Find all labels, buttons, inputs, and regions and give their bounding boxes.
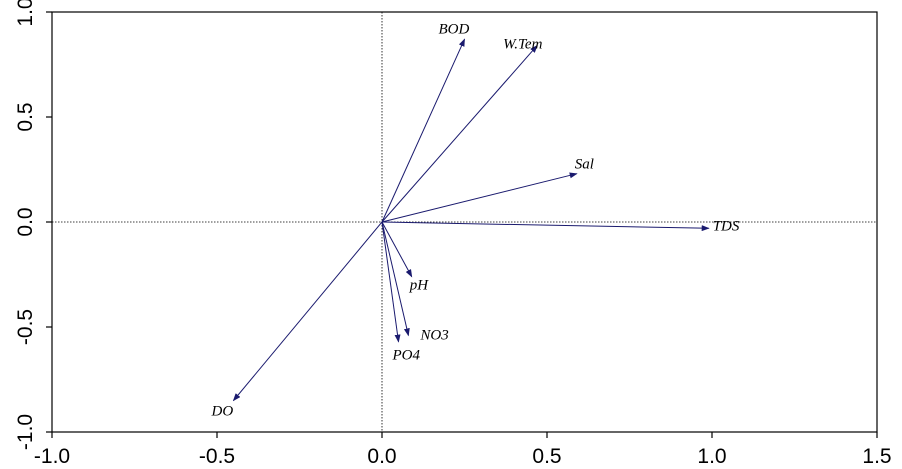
x-tick-label: 1.0 bbox=[697, 445, 726, 468]
vector-arrow-sal bbox=[381, 172, 578, 223]
x-tick-label: -1.0 bbox=[34, 445, 70, 468]
vector-label: TDS bbox=[713, 218, 740, 234]
vector-label: PO4 bbox=[392, 348, 421, 364]
x-axis: -1.0 -0.5 0.0 0.5 1.0 1.5 bbox=[34, 432, 892, 468]
x-tick-label: 0.0 bbox=[367, 445, 396, 468]
vector-arrow-w-tem bbox=[381, 44, 538, 223]
y-tick-label: -0.5 bbox=[14, 309, 37, 345]
vector-label: W.Tem bbox=[503, 37, 542, 53]
y-tick-label: -1.0 bbox=[14, 414, 37, 450]
vector-layer: BOD W.Tem Sal TDS pH NO3 PO4 DO bbox=[211, 21, 740, 419]
x-tick-label: 0.5 bbox=[532, 445, 561, 468]
vector-label: BOD bbox=[439, 21, 470, 37]
vector-label: Sal bbox=[575, 157, 594, 173]
vector-label: DO bbox=[211, 404, 234, 420]
y-tick-label: 0.0 bbox=[14, 207, 37, 236]
vector-arrow-po4 bbox=[381, 221, 401, 343]
x-tick-label: -0.5 bbox=[199, 445, 235, 468]
vector-arrow-no3 bbox=[381, 221, 410, 337]
y-tick-label: 1.0 bbox=[14, 0, 37, 27]
vector-label: pH bbox=[409, 278, 430, 294]
vector-arrow-ph bbox=[381, 221, 413, 278]
zero-lines bbox=[52, 12, 877, 432]
vector-arrow-do bbox=[232, 221, 383, 402]
x-tick-label: 1.5 bbox=[862, 445, 891, 468]
vector-arrow-tds bbox=[381, 221, 710, 232]
y-axis: -1.0 -0.5 0.0 0.5 1.0 bbox=[14, 0, 52, 450]
vector-label: NO3 bbox=[419, 327, 448, 343]
y-tick-label: 0.5 bbox=[14, 102, 37, 131]
vector-arrow-bod bbox=[381, 38, 465, 223]
